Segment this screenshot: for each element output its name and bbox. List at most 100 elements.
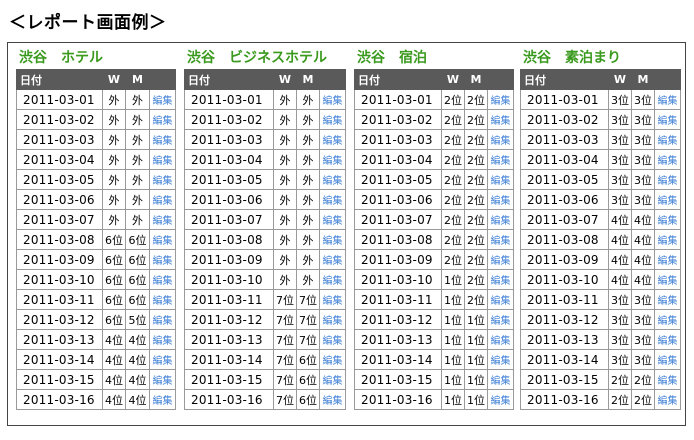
edit-link[interactable]: 編集	[149, 289, 176, 310]
table-row: 2011-03-14 7位 6位 編集	[184, 349, 346, 370]
edit-link[interactable]: 編集	[654, 109, 681, 130]
table-row: 2011-03-16 2位 2位 編集	[520, 389, 681, 410]
edit-link[interactable]: 編集	[487, 329, 514, 350]
edit-link[interactable]: 編集	[319, 89, 346, 110]
edit-link[interactable]: 編集	[149, 209, 176, 230]
edit-link[interactable]: 編集	[319, 329, 346, 350]
edit-link[interactable]: 編集	[654, 209, 681, 230]
table-row: 2011-03-16 7位 6位 編集	[184, 389, 346, 410]
edit-link[interactable]: 編集	[654, 269, 681, 290]
edit-link[interactable]: 編集	[654, 229, 681, 250]
edit-link[interactable]: 編集	[319, 129, 346, 150]
table-row: 2011-03-01 2位 2位 編集	[354, 89, 514, 110]
date-cell: 2011-03-06	[520, 189, 609, 210]
table-row: 2011-03-06 外外編集	[16, 189, 176, 210]
m-rank-cell: 2位	[464, 209, 488, 230]
table-row: 2011-03-09 外外編集	[184, 249, 346, 270]
m-rank-cell: 外	[296, 149, 320, 170]
edit-link[interactable]: 編集	[487, 149, 514, 170]
edit-link[interactable]: 編集	[654, 169, 681, 190]
edit-link[interactable]: 編集	[654, 329, 681, 350]
edit-link[interactable]: 編集	[487, 89, 514, 110]
edit-link[interactable]: 編集	[319, 249, 346, 270]
edit-link[interactable]: 編集	[149, 349, 176, 370]
edit-link[interactable]: 編集	[487, 169, 514, 190]
w-rank-cell: 3位	[608, 129, 632, 150]
edit-link[interactable]: 編集	[319, 369, 346, 390]
edit-link[interactable]: 編集	[319, 269, 346, 290]
edit-link[interactable]: 編集	[654, 389, 681, 410]
edit-link[interactable]: 編集	[654, 89, 681, 110]
date-cell: 2011-03-16	[184, 389, 274, 410]
m-rank-cell: 外	[125, 189, 150, 210]
edit-link[interactable]: 編集	[319, 189, 346, 210]
m-column-header: M	[296, 69, 320, 90]
date-cell: 2011-03-11	[16, 289, 103, 310]
table-row: 2011-03-04 外外編集	[184, 149, 346, 170]
edit-link[interactable]: 編集	[487, 109, 514, 130]
edit-link[interactable]: 編集	[487, 389, 514, 410]
edit-link[interactable]: 編集	[149, 129, 176, 150]
edit-link[interactable]: 編集	[319, 109, 346, 130]
edit-link[interactable]: 編集	[149, 269, 176, 290]
edit-link[interactable]: 編集	[487, 269, 514, 290]
edit-link[interactable]: 編集	[487, 189, 514, 210]
table-row: 2011-03-05 3位 3位 編集	[520, 169, 681, 190]
ranking-table: 日付 W M 2011-03-01 外外編集 2011-03-02 外外編集 2011-03-…	[16, 69, 176, 410]
edit-link[interactable]: 編集	[149, 189, 176, 210]
m-rank-cell: 3位	[631, 129, 655, 150]
edit-link[interactable]: 編集	[487, 369, 514, 390]
edit-link[interactable]: 編集	[654, 289, 681, 310]
w-rank-cell: 3位	[608, 109, 632, 130]
date-cell: 2011-03-15	[354, 369, 442, 390]
report-panel: 渋谷 ビジネスホテル 日付 W M 2011-03-01 外外編集 2011-03-02 外外…	[184, 47, 346, 410]
edit-link[interactable]: 編集	[149, 249, 176, 270]
edit-link[interactable]: 編集	[654, 149, 681, 170]
edit-link[interactable]: 編集	[149, 229, 176, 250]
edit-link[interactable]: 編集	[654, 349, 681, 370]
table-row: 2011-03-01 3位 3位 編集	[520, 89, 681, 110]
edit-link[interactable]: 編集	[149, 109, 176, 130]
edit-link[interactable]: 編集	[149, 89, 176, 110]
edit-link[interactable]: 編集	[487, 249, 514, 270]
edit-link[interactable]: 編集	[487, 229, 514, 250]
edit-link[interactable]: 編集	[654, 129, 681, 150]
m-rank-cell: 3位	[631, 189, 655, 210]
table-row: 2011-03-04 外外編集	[16, 149, 176, 170]
edit-link[interactable]: 編集	[319, 149, 346, 170]
edit-link[interactable]: 編集	[319, 169, 346, 190]
edit-link[interactable]: 編集	[654, 369, 681, 390]
edit-link[interactable]: 編集	[654, 309, 681, 330]
table-row: 2011-03-14 3位 3位 編集	[520, 349, 681, 370]
date-cell: 2011-03-16	[16, 389, 103, 410]
edit-link[interactable]: 編集	[319, 209, 346, 230]
edit-link[interactable]: 編集	[487, 349, 514, 370]
edit-link[interactable]: 編集	[654, 249, 681, 270]
report-panel: 渋谷 宿泊 日付 W M 2011-03-01 2位 2位 編集 2011-03-02 2位 2位編…	[354, 47, 514, 410]
m-rank-cell: 3位	[631, 89, 655, 110]
edit-link[interactable]: 編集	[319, 289, 346, 310]
w-rank-cell: 4位	[608, 209, 632, 230]
edit-link[interactable]: 編集	[319, 349, 346, 370]
edit-link[interactable]: 編集	[149, 149, 176, 170]
edit-link[interactable]: 編集	[149, 389, 176, 410]
edit-link[interactable]: 編集	[487, 129, 514, 150]
m-rank-cell: 外	[296, 129, 320, 150]
edit-link[interactable]: 編集	[487, 209, 514, 230]
date-column-header: 日付	[16, 69, 103, 90]
edit-link[interactable]: 編集	[149, 169, 176, 190]
edit-link[interactable]: 編集	[319, 229, 346, 250]
edit-link[interactable]: 編集	[149, 309, 176, 330]
edit-link[interactable]: 編集	[654, 189, 681, 210]
m-rank-cell: 6位	[125, 289, 150, 310]
edit-link[interactable]: 編集	[149, 329, 176, 350]
edit-link[interactable]: 編集	[319, 309, 346, 330]
date-cell: 2011-03-08	[184, 229, 274, 250]
edit-link[interactable]: 編集	[149, 369, 176, 390]
edit-link[interactable]: 編集	[487, 289, 514, 310]
w-rank-cell: 2位	[441, 169, 465, 190]
date-cell: 2011-03-15	[16, 369, 103, 390]
m-rank-cell: 3位	[631, 329, 655, 350]
edit-link[interactable]: 編集	[319, 389, 346, 410]
edit-link[interactable]: 編集	[487, 309, 514, 330]
